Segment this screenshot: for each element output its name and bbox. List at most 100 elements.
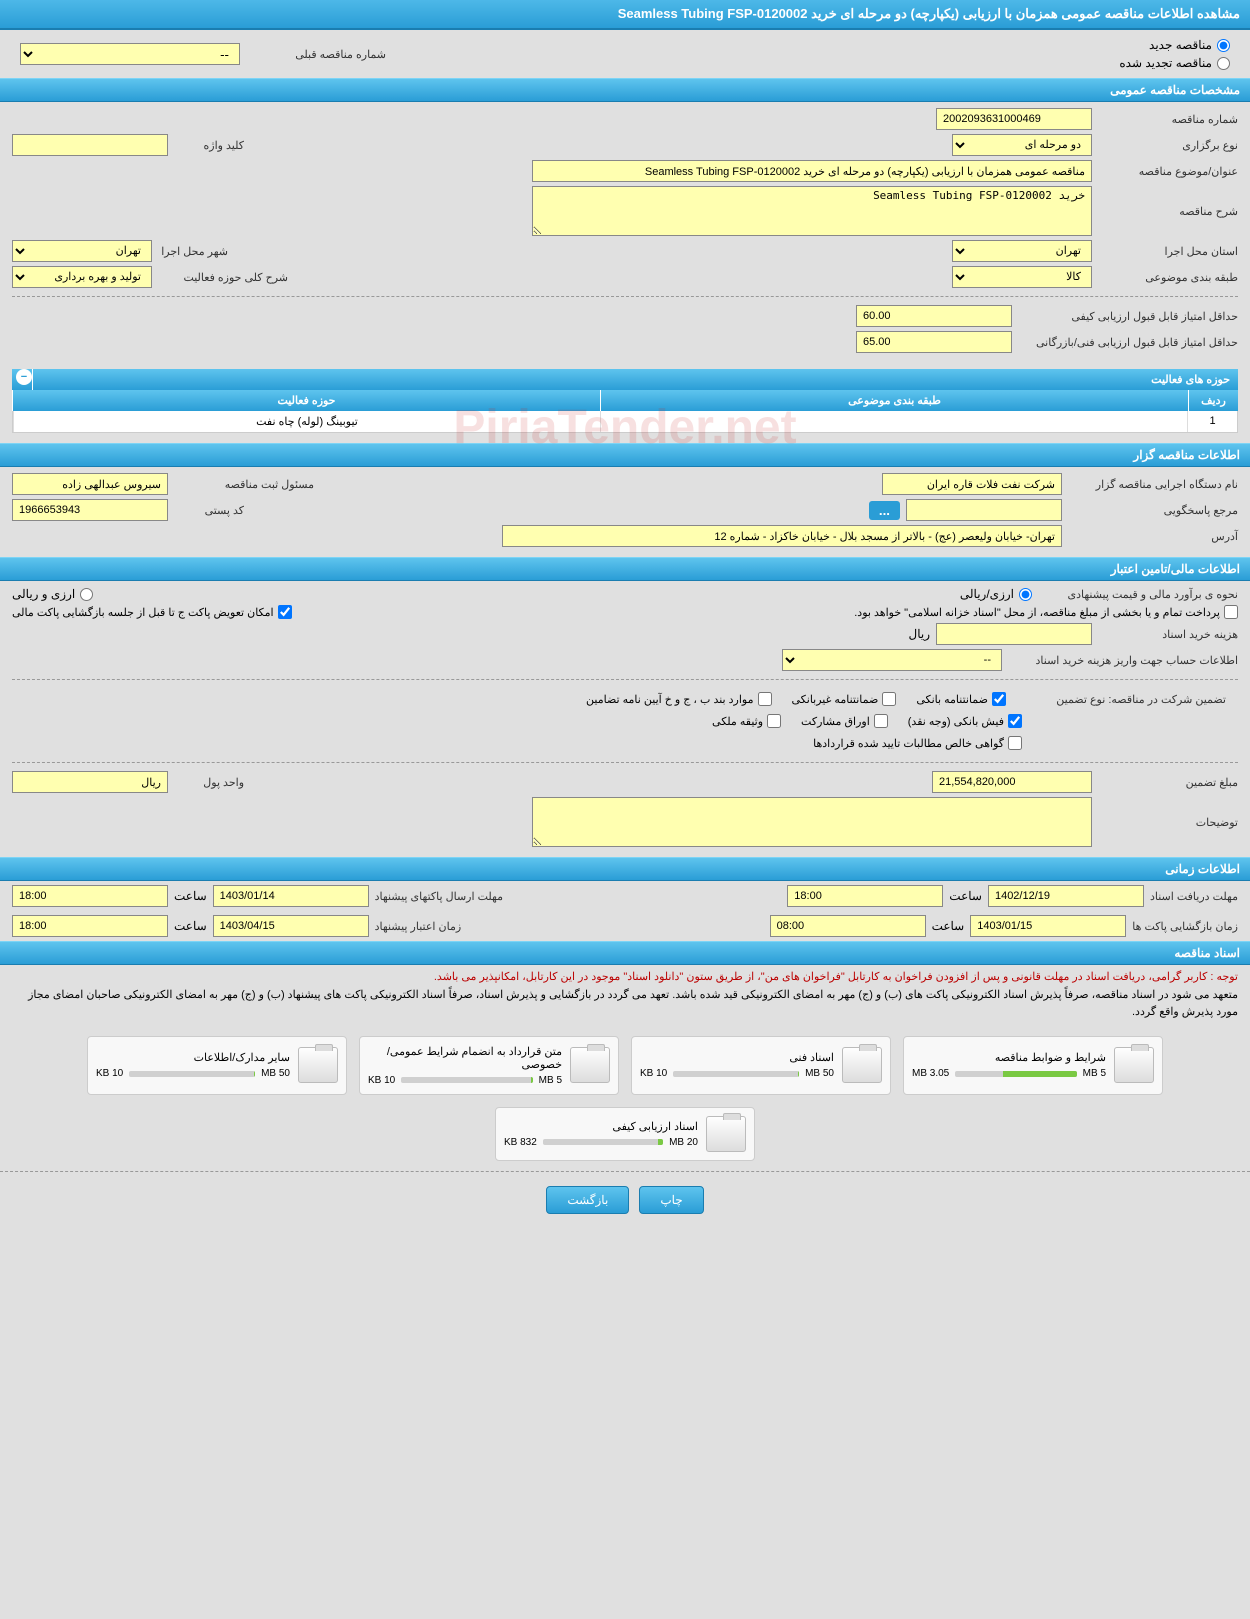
validity-date-field[interactable] [213,915,369,937]
unit-field[interactable] [12,771,168,793]
document-card[interactable]: شرایط و ضوابط مناقصه 5 MB 3.05 MB [903,1036,1163,1095]
keyword-label: کلید واژه [174,139,244,152]
doc-progress-bar [955,1071,1076,1077]
doc-used: 10 KB [368,1075,395,1086]
city-select[interactable]: تهران [12,240,152,262]
radio-new-label: مناقصه جدید [1149,38,1212,52]
radio-renewed-input[interactable] [1217,57,1230,70]
open-time-field[interactable] [770,915,926,937]
check-cash[interactable]: فیش بانکی (وجه نقد) [908,714,1022,728]
send-time-field[interactable] [12,885,168,907]
registrar-field[interactable] [12,473,168,495]
hold-type-select[interactable]: دو مرحله ای [952,134,1092,156]
time-word: ساعت [949,889,982,903]
org-name-label: نام دستگاه اجرایی مناقصه گزار [1068,478,1238,491]
document-card[interactable]: اسناد ارزیابی کیفی 20 MB 832 KB [495,1107,755,1161]
estimate-label: نحوه ی برآورد مالی و قیمت پیشنهادی [1038,588,1238,601]
amount-field[interactable] [932,771,1092,793]
notes-field[interactable] [532,797,1092,847]
validity-time-field[interactable] [12,915,168,937]
amount-label: مبلغ تضمین [1098,776,1238,789]
contact-lookup-button[interactable]: ... [869,501,900,520]
receive-date-field[interactable] [988,885,1144,907]
radio-renewed-label: مناقصه تجدید شده [1119,56,1212,70]
open-date-field[interactable] [970,915,1126,937]
document-card[interactable]: متن قرارداد به انضمام شرایط عمومی/خصوصی … [359,1036,619,1095]
postal-field[interactable] [12,499,168,521]
doc-total: 50 MB [805,1068,834,1079]
postal-label: کد پستی [174,504,244,517]
notice-line1: توجه : کاربر گرامی، دریافت اسناد در مهلت… [12,969,1238,987]
folder-icon [298,1047,338,1083]
document-card[interactable]: اسناد فنی 50 MB 10 KB [631,1036,891,1095]
col-act: حوزه فعالیت [12,390,600,411]
prev-number-select[interactable]: -- [20,43,240,65]
send-date-field[interactable] [213,885,369,907]
doc-cost-label: هزینه خرید اسناد [1098,628,1238,641]
org-name-field[interactable] [882,473,1062,495]
folder-icon [570,1047,610,1083]
desc-field[interactable]: خرید Seamless Tubing FSP-0120002 [532,186,1092,236]
col-cat: طبقه بندی موضوعی [600,390,1188,411]
folder-icon [706,1116,746,1152]
back-button[interactable]: بازگشت [546,1186,629,1214]
address-field[interactable] [502,525,1062,547]
document-card[interactable]: سایر مدارک/اطلاعات 50 MB 10 KB [87,1036,347,1095]
radio-new-input[interactable] [1217,39,1230,52]
doc-title: شرایط و ضوابط مناقصه [912,1051,1106,1064]
documents-grid: شرایط و ضوابط مناقصه 5 MB 3.05 MB اسناد … [0,1026,1250,1171]
radio-both[interactable]: ارزی و ریالی [12,587,93,601]
min-tech-field[interactable] [856,331,1012,353]
radio-renewed-tender[interactable]: مناقصه تجدید شده [1119,56,1230,70]
doc-total: 5 MB [1083,1068,1106,1079]
doc-total: 20 MB [669,1137,698,1148]
prev-number-label: شماره مناقصه قبلی [246,48,386,61]
category-select[interactable]: کالا [952,266,1092,288]
open-label: زمان بازگشایی پاکت ها [1132,920,1238,933]
check-bonds[interactable]: اوراق مشارکت [801,714,888,728]
radio-rial[interactable]: ارزی/ریالی [960,587,1032,601]
doc-total: 5 MB [539,1075,562,1086]
unit-label: واحد پول [174,776,244,789]
print-button[interactable]: چاپ [639,1186,703,1214]
row-act: تیوبینگ (لوله) چاه نفت [13,411,600,432]
activity-table: حوزه های فعالیت − ردیف طبقه بندی موضوعی … [12,369,1238,433]
contact-field[interactable] [906,499,1062,521]
button-row: چاپ بازگشت [0,1171,1250,1228]
section-general: مشخصات مناقصه عمومی [0,78,1250,102]
scope-select[interactable]: تولید و بهره برداری [12,266,152,288]
receive-time-field[interactable] [787,885,943,907]
contact-label: مرجع پاسخگویی [1068,504,1238,517]
min-quality-label: حداقل امتیاز قابل قبول ارزیابی کیفی [1018,310,1238,323]
check-payment-note[interactable]: پرداخت تمام و یا بخشی از مبلغ مناقصه، از… [854,605,1238,619]
check-nonbank[interactable]: ضمانتنامه غیربانکی [792,692,897,706]
doc-progress-bar [543,1139,663,1145]
col-idx: ردیف [1188,390,1238,411]
check-bank[interactable]: ضمانتنامه بانکی [916,692,1006,706]
folder-icon [842,1047,882,1083]
guarantee-label: تضمین شرکت در مناقصه: نوع تضمین [1026,693,1226,706]
radio-new-tender[interactable]: مناقصه جدید [1119,38,1230,52]
minimize-icon[interactable]: − [16,369,32,385]
check-swap-note[interactable]: امکان تعویض پاکت ج تا قبل از جلسه بازگشا… [12,605,292,619]
hold-type-label: نوع برگزاری [1098,139,1238,152]
doc-used: 832 KB [504,1137,537,1148]
tender-number-field[interactable] [936,108,1092,130]
title-field[interactable] [532,160,1092,182]
account-select[interactable]: -- [782,649,1002,671]
doc-cost-field[interactable] [936,623,1092,645]
province-select[interactable]: تهران [952,240,1092,262]
section-documents: اسناد مناقصه [0,941,1250,965]
table-row: 1 تیوبینگ (لوله) چاه نفت [12,411,1238,433]
city-label: شهر محل اجرا [158,245,228,258]
min-quality-field[interactable] [856,305,1012,327]
time-word: ساعت [174,919,207,933]
doc-title: اسناد فنی [640,1051,834,1064]
check-contracts[interactable]: گواهی خالص مطالبات تایید شده قراردادها [813,736,1022,750]
doc-progress-bar [401,1077,532,1083]
activity-table-title: حوزه های فعالیت [32,369,1238,390]
separator [12,762,1238,763]
check-property[interactable]: وثیقه ملکی [712,714,781,728]
check-cases[interactable]: موارد بند ب ، ج و خ آیین نامه تضامین [586,692,771,706]
keyword-field[interactable] [12,134,168,156]
